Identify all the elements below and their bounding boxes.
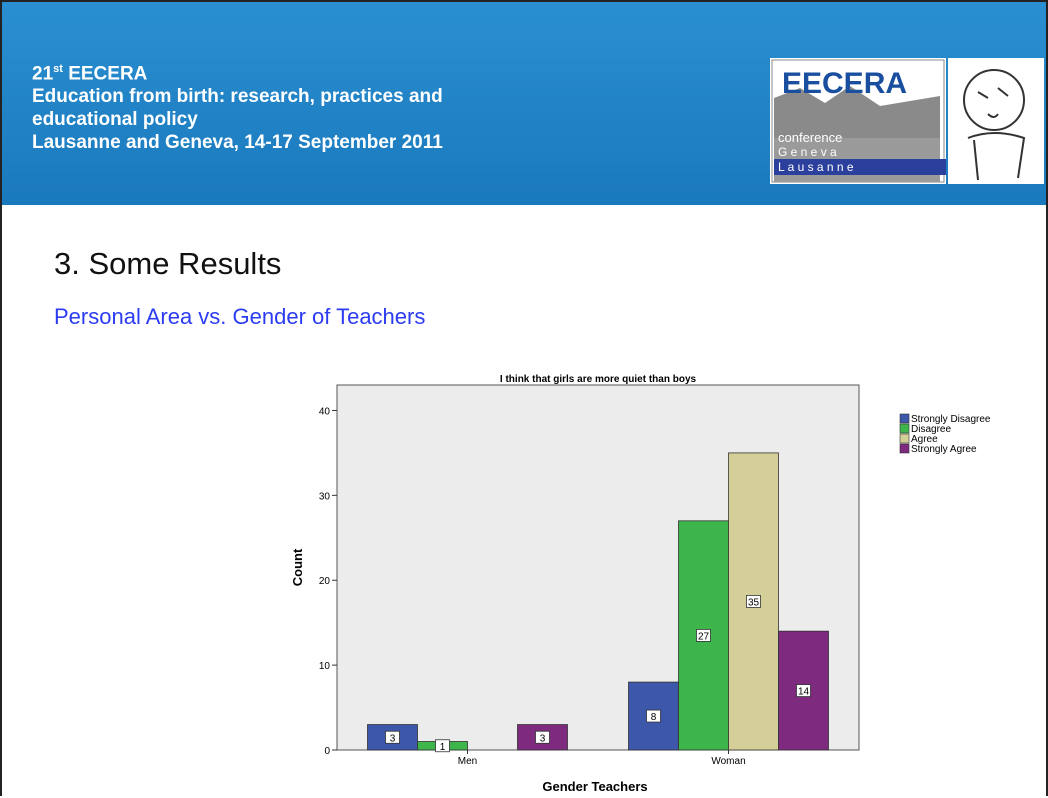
header-line: educational policy (32, 109, 198, 131)
chart-title: I think that girls are more quiet than b… (500, 374, 697, 385)
edition-suffix: st (53, 63, 63, 75)
logo-text: G e n e v a (778, 145, 837, 159)
edition: 21st EECERA (32, 58, 443, 85)
y-tick-label: 10 (319, 661, 331, 672)
value-label: 3 (390, 733, 396, 744)
edition-number: 21 (32, 63, 54, 85)
legend-label: Strongly Agree (911, 444, 977, 455)
legend-swatch (899, 413, 910, 424)
value-label-box (646, 709, 661, 723)
drawing-lines (967, 87, 1026, 181)
value-label-box (385, 730, 400, 744)
value-label-box (746, 595, 761, 608)
drawing-head (963, 69, 1025, 131)
y-tick-label: 30 (319, 491, 331, 502)
x-tick-label: Men (458, 756, 477, 767)
legend-label: Agree (911, 434, 938, 445)
drawing (948, 58, 1044, 184)
legend-swatch (899, 433, 910, 444)
drawing-bg (948, 58, 1044, 184)
value-label-box (435, 739, 450, 753)
value-label-box (796, 684, 811, 697)
header: 21st EECERA Education from birth: resear… (2, 2, 1046, 205)
legend-swatch (899, 423, 910, 434)
bar (517, 724, 568, 751)
y-tick-label: 0 (324, 746, 330, 757)
legend-label: Disagree (911, 424, 951, 435)
value-label: 27 (698, 631, 710, 642)
value-label-box (535, 730, 550, 744)
logo-name: EECERA (782, 67, 907, 100)
header-line: Lausanne and Geneva, 14-17 September 201… (32, 132, 443, 154)
y-axis-label: Count (290, 548, 305, 586)
logo-text: conference (778, 130, 842, 145)
edition-name: EECERA (68, 63, 148, 85)
value-label: 1 (440, 742, 446, 753)
x-axis-label: Gender Teachers (542, 779, 647, 794)
value-label: 8 (651, 712, 657, 723)
logo-text: L a u s a n n e (778, 160, 854, 174)
y-tick-label: 40 (319, 406, 331, 417)
value-label: 14 (798, 687, 810, 698)
slide-subtitle: Personal Area vs. Gender of Teachers (54, 304, 426, 329)
value-label-box (696, 629, 711, 642)
header-text: 21st EECERA Education from birth: resear… (32, 58, 443, 154)
value-label: 3 (540, 733, 546, 744)
header-line: Education from birth: research, practice… (32, 86, 443, 108)
y-tick-label: 20 (319, 576, 331, 587)
x-tick-label: Woman (711, 756, 745, 767)
value-label: 35 (748, 597, 760, 608)
legend-swatch (899, 443, 910, 454)
legend-label: Strongly Disagree (911, 414, 991, 425)
slide-title: 3. Some Results (54, 246, 282, 281)
logo: EECERA conference G e n e v a L a u s a … (770, 58, 946, 184)
logo-mountain (774, 86, 940, 138)
logo-band (774, 159, 946, 175)
